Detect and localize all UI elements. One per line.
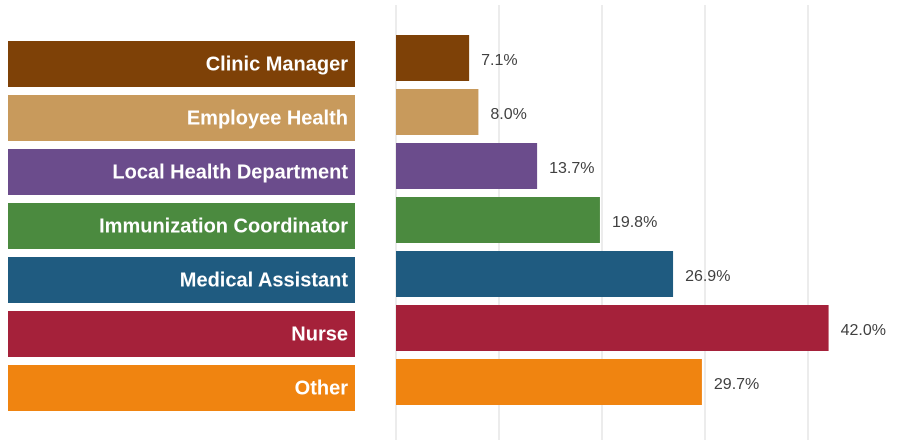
category-label: Employee Health: [187, 107, 348, 129]
bar: [396, 143, 538, 189]
bar: [396, 35, 470, 81]
value-label: 8.0%: [490, 106, 526, 123]
category-box: [8, 257, 355, 303]
value-label: 19.8%: [612, 214, 657, 231]
category-box: [8, 311, 355, 357]
category-label: Clinic Manager: [206, 53, 348, 75]
category-box: [8, 41, 355, 87]
value-label: 42.0%: [841, 322, 886, 339]
value-label: 29.7%: [714, 376, 759, 393]
value-label: 26.9%: [685, 268, 730, 285]
bar: [396, 305, 829, 351]
category-label: Medical Assistant: [180, 269, 349, 291]
value-label: 13.7%: [549, 160, 594, 177]
bar: [396, 251, 674, 297]
bar: [396, 359, 702, 405]
bar: [396, 197, 600, 243]
category-label: Other: [295, 377, 349, 399]
category-box: [8, 149, 355, 195]
category-label: Nurse: [291, 323, 348, 345]
category-label: Immunization Coordinator: [99, 215, 348, 237]
value-label: 7.1%: [481, 52, 517, 69]
category-box: [8, 203, 355, 249]
bar: [396, 89, 479, 135]
category-label: Local Health Department: [112, 161, 348, 183]
category-box: [8, 365, 355, 411]
category-box: [8, 95, 355, 141]
